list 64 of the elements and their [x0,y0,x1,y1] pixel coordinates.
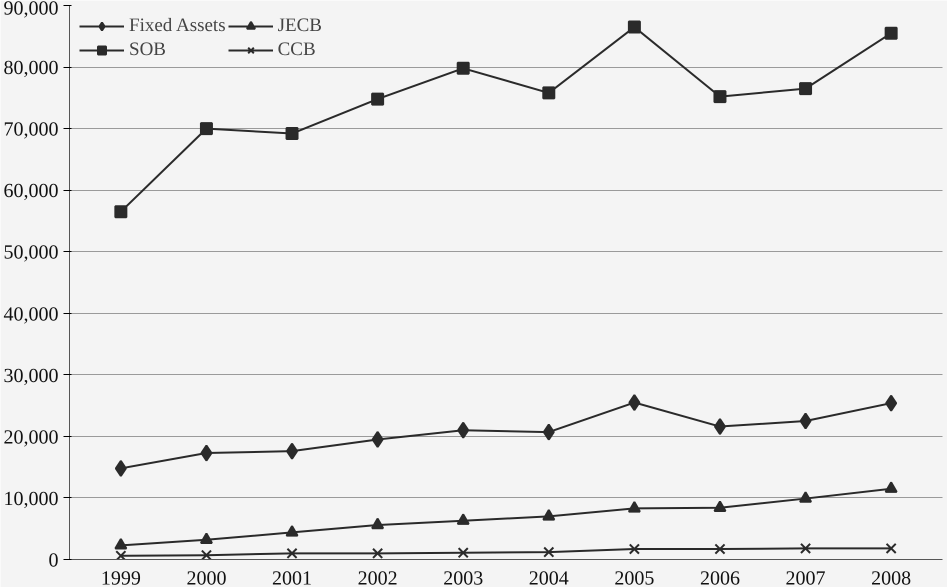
point [456,62,470,75]
point [542,509,556,521]
legend-label: SOB [129,39,166,61]
point [200,532,213,544]
point [628,20,641,34]
point [372,430,384,448]
point [456,513,470,525]
point [885,394,898,412]
x-tick-label: 2008 [871,568,912,587]
y-tick-label: 80,000 [4,57,58,80]
point [799,82,812,96]
point [114,460,127,477]
x-tick-label: 2004 [528,568,569,587]
y-tick-label: 60,000 [4,180,58,202]
point [713,500,726,512]
x-tick-label: 2007 [786,568,826,587]
point [286,525,299,537]
point [371,92,384,106]
y-tick-label: 0 [48,550,58,572]
point [800,542,812,554]
point [458,547,469,558]
point [628,543,640,555]
point [372,548,384,559]
y-tick-label: 70,000 [4,118,58,141]
y-tick-label: 20,000 [4,426,58,448]
point [799,491,812,503]
point [114,538,128,550]
point [114,205,128,218]
x-tick-label: 2005 [614,568,654,587]
point [884,26,898,40]
point [886,542,897,554]
point [115,550,126,560]
point [286,548,298,559]
point [714,418,726,436]
x-tick-label: 2002 [358,568,398,587]
y-tick-label: 10,000 [4,488,58,510]
point [628,501,641,513]
point [286,127,299,140]
y-tick-label: 90,000 [4,0,58,20]
point [457,422,470,439]
legend-label: Fixed Assets [129,15,226,37]
legend-label: CCB [278,39,316,61]
point [713,90,726,104]
point [542,424,555,441]
point [200,122,213,136]
point [286,442,298,460]
y-tick-label: 40,000 [4,303,58,326]
point [800,412,812,430]
point [200,444,212,462]
point [628,394,640,412]
x-tick-label: 2000 [186,568,226,587]
point [200,550,212,560]
legend-label: JECB [278,15,322,37]
y-tick-label: 50,000 [4,242,58,264]
point [542,86,556,100]
x-tick-label: 2006 [700,568,740,587]
x-tick-label: 2001 [272,568,312,587]
x-tick-label: 2003 [443,568,484,587]
point [543,546,554,558]
y-tick-label: 30,000 [4,364,58,387]
point [714,543,726,555]
x-tick-label: 1999 [100,568,141,587]
point [371,518,384,530]
point [884,481,898,493]
